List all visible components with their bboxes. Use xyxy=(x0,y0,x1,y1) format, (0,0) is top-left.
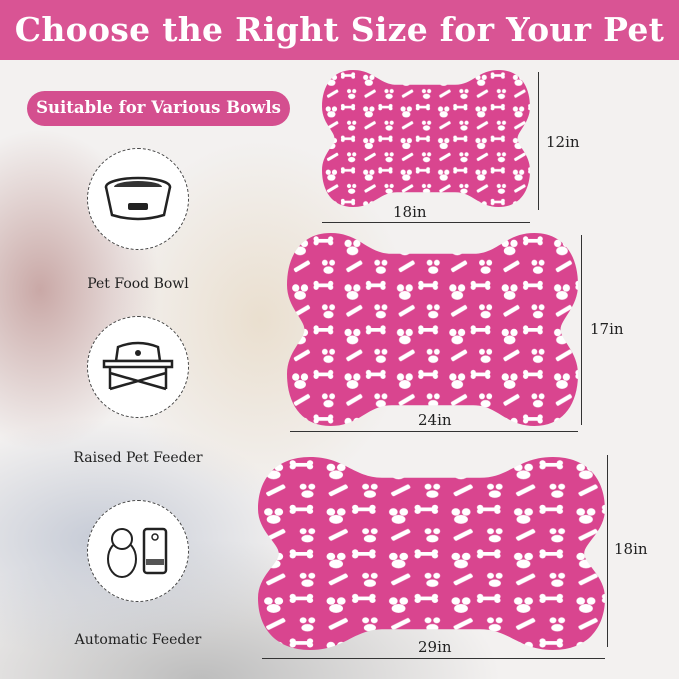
width-line xyxy=(262,658,605,659)
height-line xyxy=(581,235,582,425)
width-line xyxy=(322,222,530,223)
use-label: Pet Food Bowl xyxy=(87,276,189,292)
medium-height-label: 17in xyxy=(590,320,624,338)
height-line xyxy=(607,455,608,647)
height-line xyxy=(538,72,539,210)
width-line xyxy=(290,431,578,432)
large-width-label: 29in xyxy=(418,638,452,656)
small-width-label: 18in xyxy=(393,203,427,221)
small-mat xyxy=(322,70,530,207)
automatic-feeder-icon xyxy=(87,500,189,602)
medium-mat xyxy=(287,233,578,426)
small-height-label: 12in xyxy=(546,133,580,151)
large-height-label: 18in xyxy=(614,540,648,558)
use-label: Raised Pet Feeder xyxy=(73,450,203,466)
large-mat xyxy=(258,457,605,650)
suitable-badge: Suitable for Various Bowls xyxy=(27,91,290,126)
raised-pet-feeder-icon xyxy=(87,316,189,418)
page-title: Choose the Right Size for Your Pet xyxy=(0,0,679,60)
pet-food-bowl-icon xyxy=(87,148,189,250)
medium-width-label: 24in xyxy=(418,411,452,429)
use-label: Automatic Feeder xyxy=(74,632,202,648)
